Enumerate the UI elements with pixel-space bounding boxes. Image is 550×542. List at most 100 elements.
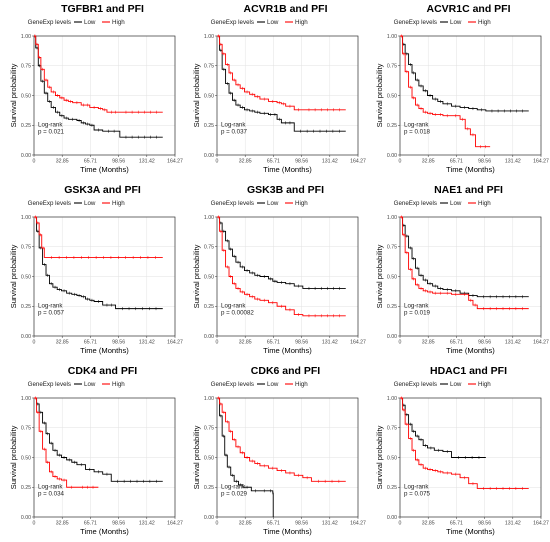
p-value-label: p = 0.057 [38, 309, 65, 316]
legend: GeneExp levels Low High [394, 200, 492, 207]
p-value-label: p = 0.021 [38, 128, 65, 135]
x-axis-label: Time (Months) [80, 527, 129, 536]
logrank-label: Log-rank [38, 302, 63, 309]
legend-label-high: High [295, 19, 308, 26]
x-tick-label: 131.42 [139, 340, 155, 346]
legend: GeneExp levels Low High [211, 200, 309, 207]
legend-label-low: Low [84, 381, 96, 388]
x-tick-label: 98.56 [295, 521, 308, 527]
censor-marks-high [401, 396, 523, 490]
x-tick-label: 32.85 [422, 340, 435, 346]
legend-label-high: High [112, 381, 125, 388]
legend-label-high: High [478, 19, 491, 26]
x-tick-label: 98.56 [112, 159, 125, 165]
y-axis-label: Survival probability [9, 244, 18, 308]
p-value-label: p = 0.034 [38, 490, 65, 497]
legend-label-low: Low [267, 200, 279, 207]
legend: GeneExp levels Low High [28, 381, 126, 388]
y-tick-label: 0.25 [21, 485, 31, 491]
x-tick-label: 98.56 [478, 159, 491, 165]
censor-marks-high [35, 215, 156, 259]
x-tick-label: 131.42 [322, 521, 338, 527]
logrank-label: Log-rank [404, 302, 429, 309]
legend-label-high: High [112, 200, 125, 207]
y-tick-label: 0.50 [21, 93, 31, 99]
legend: GeneExp levels Low High [394, 381, 492, 388]
chart-title: ACVR1B and PFI [243, 3, 327, 15]
p-value-label: p = 0.075 [404, 490, 431, 497]
chart-title: NAE1 and PFI [434, 184, 503, 196]
x-tick-label: 32.85 [56, 521, 69, 527]
x-tick-label: 98.56 [295, 340, 308, 346]
censor-marks-high [401, 215, 523, 311]
y-tick-label: 0.00 [204, 153, 214, 159]
y-tick-label: 0.00 [387, 515, 397, 521]
legend-title: GeneExp levels [211, 200, 254, 207]
x-tick-label: 164.27 [350, 340, 366, 346]
x-tick-label: 32.85 [239, 521, 252, 527]
censor-marks-low [401, 215, 523, 299]
y-tick-label: 1.00 [204, 396, 214, 402]
legend-label-high: High [478, 381, 491, 388]
legend-label-high: High [295, 200, 308, 207]
legend-title: GeneExp levels [211, 381, 254, 388]
survival-curve-low [217, 397, 274, 517]
legend-label-low: Low [267, 19, 279, 26]
km-panel-nae1: NAE1 and PFI GeneExp levels Low High 0.00 0.2… [366, 181, 549, 361]
x-tick-label: 0 [216, 159, 219, 165]
y-tick-label: 0.50 [204, 455, 214, 461]
x-axis-label: Time (Months) [80, 346, 129, 355]
y-tick-label: 0.00 [21, 153, 31, 159]
x-tick-label: 32.85 [56, 340, 69, 346]
km-panel-hdac1: HDAC1 and PFI GeneExp levels Low High 0.00 0.… [366, 362, 549, 542]
survival-curve-low [34, 216, 163, 310]
km-panel-gsk3a: GSK3A and PFI GeneExp levels Low High 0.00 0.… [0, 181, 183, 361]
x-tick-label: 32.85 [239, 159, 252, 165]
legend: GeneExp levels Low High [28, 19, 126, 26]
x-tick-label: 32.85 [422, 521, 435, 527]
p-value-label: p = 0.037 [221, 128, 248, 135]
x-axis-label: Time (Months) [263, 346, 312, 355]
legend-title: GeneExp levels [28, 19, 71, 26]
x-tick-label: 164.27 [350, 159, 366, 165]
y-tick-label: 0.25 [387, 123, 397, 129]
legend: GeneExp levels Low High [394, 19, 492, 26]
chart-title: CDK4 and PFI [68, 365, 138, 377]
km-chart-svg: GSK3B and PFI GeneExp levels Low High 0.00 0.… [192, 184, 366, 355]
x-tick-label: 164.27 [533, 159, 549, 165]
km-chart-svg: CDK4 and PFI GeneExp levels Low High 0.00 0.2… [9, 365, 183, 536]
x-tick-label: 0 [33, 340, 36, 346]
x-tick-label: 65.71 [450, 521, 463, 527]
x-tick-label: 164.27 [167, 521, 183, 527]
legend: GeneExp levels Low High [28, 200, 126, 207]
x-axis-label: Time (Months) [446, 346, 495, 355]
chart-title: CDK6 and PFI [251, 365, 321, 377]
x-axis-label: Time (Months) [263, 527, 312, 536]
y-axis-label: Survival probability [192, 425, 201, 489]
x-tick-label: 131.42 [139, 521, 155, 527]
censor-marks-high [35, 396, 94, 489]
y-tick-label: 0.00 [204, 334, 214, 340]
y-tick-label: 1.00 [21, 34, 31, 40]
x-tick-label: 32.85 [239, 340, 252, 346]
x-tick-label: 65.71 [84, 159, 97, 165]
logrank-label: Log-rank [38, 483, 63, 490]
y-tick-label: 0.25 [21, 304, 31, 310]
legend-title: GeneExp levels [394, 200, 437, 207]
x-tick-label: 32.85 [56, 159, 69, 165]
y-tick-label: 0.75 [204, 426, 214, 432]
y-tick-label: 0.75 [21, 426, 31, 432]
x-tick-label: 65.71 [450, 159, 463, 165]
x-axis-label: Time (Months) [446, 165, 495, 174]
censor-marks-low [35, 396, 157, 483]
survival-curve-high [400, 35, 491, 148]
legend-label-low: Low [450, 19, 462, 26]
x-tick-label: 0 [399, 340, 402, 346]
logrank-label: Log-rank [221, 302, 246, 309]
x-tick-label: 65.71 [267, 340, 280, 346]
x-tick-label: 131.42 [322, 340, 338, 346]
x-tick-label: 65.71 [84, 340, 97, 346]
x-tick-label: 0 [399, 159, 402, 165]
